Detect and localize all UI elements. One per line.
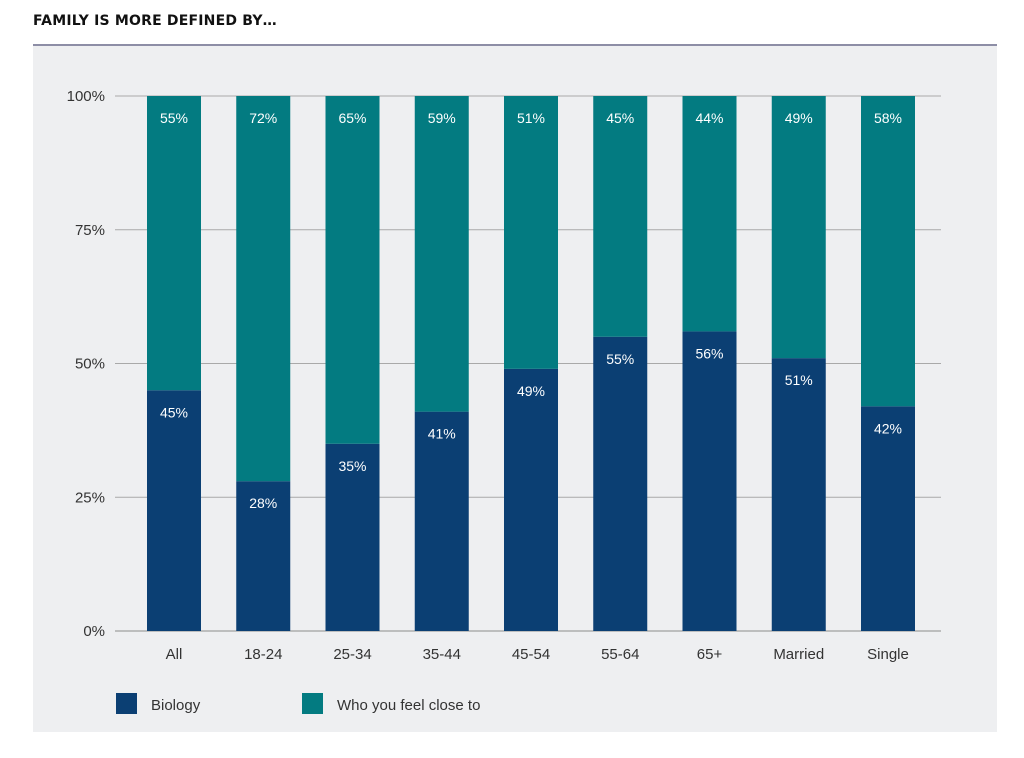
bar-value-label: 49%	[517, 383, 545, 399]
legend-label: Who you feel close to	[337, 697, 480, 714]
y-tick-label: 100%	[67, 88, 105, 105]
bar-value-label: 49%	[785, 110, 813, 126]
y-tick-label: 0%	[83, 623, 105, 640]
bar-value-label: 65%	[338, 110, 366, 126]
bar-segment-close-to	[325, 96, 380, 444]
bar-value-label: 55%	[160, 110, 188, 126]
bar-value-label: 35%	[338, 458, 366, 474]
bar-value-label: 56%	[695, 345, 723, 361]
bar-value-label: 28%	[249, 495, 277, 511]
title-divider	[33, 44, 997, 46]
y-tick-label: 50%	[75, 356, 105, 373]
bar-segment-close-to	[593, 96, 648, 337]
bar-value-label: 44%	[695, 110, 723, 126]
bar-segment-close-to	[236, 96, 291, 482]
bar-segment-biology	[504, 368, 558, 631]
bar-value-label: 45%	[160, 404, 188, 420]
x-category-label: 65+	[697, 646, 723, 663]
bar-segment-biology	[771, 358, 826, 631]
bar-value-label: 42%	[874, 420, 902, 436]
bar-value-label: 51%	[517, 110, 545, 126]
bar-segment-biology	[861, 406, 915, 631]
x-category-label: All	[166, 646, 183, 663]
bar-segment-biology	[414, 411, 469, 631]
bar-segment-close-to	[682, 96, 737, 332]
bar-segment-biology	[682, 331, 737, 631]
x-category-label: Single	[867, 646, 909, 663]
legend-label: Biology	[151, 697, 201, 714]
x-category-label: 55-64	[601, 646, 639, 663]
bar-segment-biology	[236, 481, 291, 631]
legend-swatch	[116, 693, 137, 714]
bar-segment-close-to	[147, 96, 201, 391]
bar-value-label: 41%	[428, 426, 456, 442]
legend-swatch	[302, 693, 323, 714]
bar-value-label: 45%	[606, 110, 634, 126]
bar-segment-biology	[325, 443, 380, 631]
x-category-label: 25-34	[333, 646, 371, 663]
bar-value-label: 55%	[606, 351, 634, 367]
bar-segment-close-to	[504, 96, 558, 369]
bar-value-label: 72%	[249, 110, 277, 126]
bar-segment-biology	[593, 336, 648, 631]
bar-segment-close-to	[861, 96, 915, 407]
bar-value-label: 59%	[428, 110, 456, 126]
x-category-label: 35-44	[423, 646, 461, 663]
y-tick-label: 75%	[75, 222, 105, 239]
bar-segment-close-to	[414, 96, 469, 412]
x-category-label: Married	[773, 646, 824, 663]
bar-value-label: 58%	[874, 110, 902, 126]
bar-value-label: 51%	[785, 372, 813, 388]
x-category-label: 45-54	[512, 646, 550, 663]
bar-segment-close-to	[771, 96, 826, 359]
y-tick-label: 25%	[75, 489, 105, 506]
chart-title: FAMILY IS MORE DEFINED BY…	[33, 13, 277, 29]
bar-segment-biology	[147, 390, 201, 631]
x-category-label: 18-24	[244, 646, 282, 663]
